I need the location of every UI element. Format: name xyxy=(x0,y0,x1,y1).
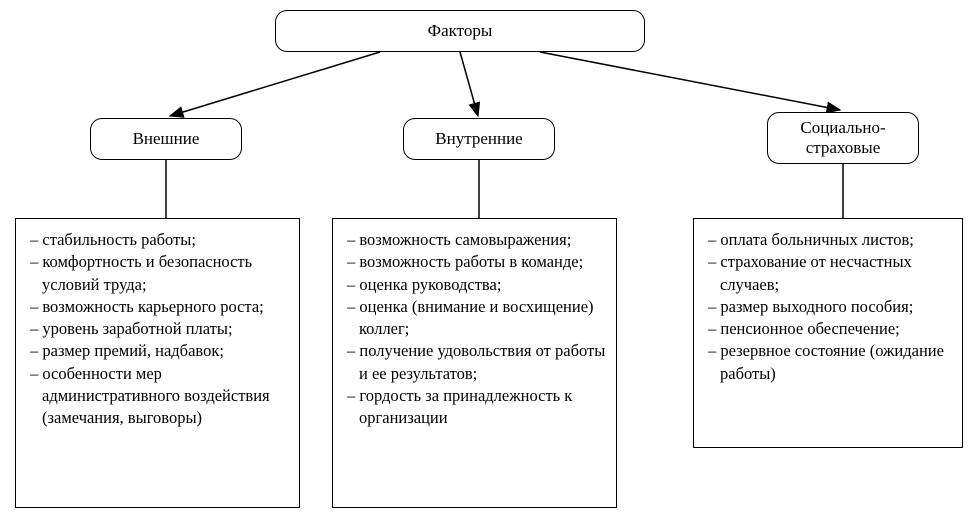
list-item: – страхование от несчастных случаев; xyxy=(708,251,952,296)
branch-label: Внутренние xyxy=(435,129,522,149)
list-item: – размер премий, надбавок; xyxy=(30,340,289,362)
list-item: – оплата больничных листов; xyxy=(708,229,952,251)
arrow xyxy=(540,52,840,110)
list-box-internal: – возможность самовыражения;– возможност… xyxy=(332,218,617,508)
branch-label: Социально-страховые xyxy=(768,118,918,159)
arrow xyxy=(460,52,478,116)
arrow xyxy=(170,52,380,116)
list-box-external: – стабильность работы;– комфортность и б… xyxy=(15,218,300,508)
list-item: – возможность самовыражения; xyxy=(347,229,606,251)
list-item: – возможность карьерного роста; xyxy=(30,296,289,318)
list-item: – пенсионное обеспечение; xyxy=(708,318,952,340)
branch-node-external: Внешние xyxy=(90,118,242,160)
list-item: – получение удовольствия от работы и ее … xyxy=(347,340,606,385)
branch-label: Внешние xyxy=(133,129,200,149)
list-item: – размер выходного пособия; xyxy=(708,296,952,318)
list-item: – уровень заработной платы; xyxy=(30,318,289,340)
root-node: Факторы xyxy=(275,10,645,52)
root-label: Факторы xyxy=(428,21,493,41)
list-item: – оценка (внимание и восхищение) коллег; xyxy=(347,296,606,341)
list-item: – оценка руководства; xyxy=(347,274,606,296)
branch-node-social-insurance: Социально-страховые xyxy=(767,112,919,164)
list-item: – возможность работы в команде; xyxy=(347,251,606,273)
list-item: – особенности мер административного возд… xyxy=(30,363,289,430)
list-item: – комфортность и безопасность условий тр… xyxy=(30,251,289,296)
branch-node-internal: Внутренние xyxy=(403,118,555,160)
list-item: – стабильность работы; xyxy=(30,229,289,251)
list-box-social-insurance: – оплата больничных листов;– страхование… xyxy=(693,218,963,448)
list-item: – гордость за принадлежность к организац… xyxy=(347,385,606,430)
list-item: – резервное состояние (ожидание работы) xyxy=(708,340,952,385)
